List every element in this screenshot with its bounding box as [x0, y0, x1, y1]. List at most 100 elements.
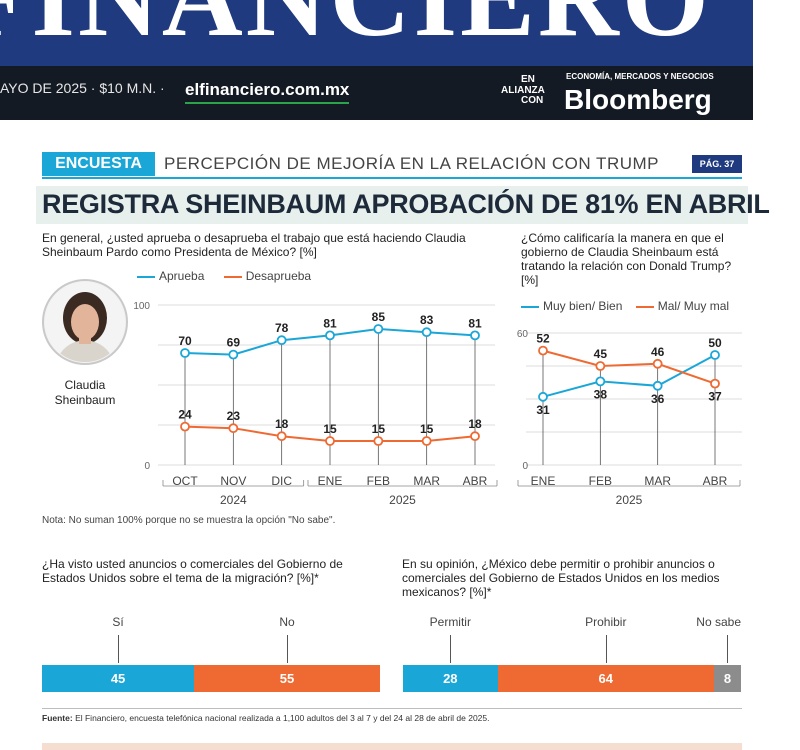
data-point [421, 327, 432, 338]
data-label: 45 [594, 347, 608, 361]
website-link[interactable]: elfinanciero.com.mx [185, 80, 350, 104]
data-point [710, 378, 720, 389]
data-point [180, 421, 190, 432]
y-tick-label: 60 [517, 329, 529, 340]
sheinbaum-portrait [42, 279, 128, 365]
data-point [652, 380, 663, 391]
data-label: 18 [275, 417, 289, 431]
alliance-word-3: CON [521, 95, 544, 106]
source-text: El Financiero, encuesta telefónica nacio… [72, 713, 490, 723]
data-point [180, 348, 190, 358]
x-tick-label: ENE [531, 474, 556, 488]
data-label: 83 [420, 313, 434, 327]
source-divider [42, 708, 742, 709]
bar-segment: 45 [42, 665, 195, 692]
x-tick-label: MAR [413, 474, 440, 488]
data-label: 85 [372, 310, 386, 324]
data-label: 52 [536, 332, 550, 346]
data-point [470, 330, 480, 341]
section-badge: ENCUESTA [42, 152, 155, 176]
x-tick-label: ABR [463, 474, 488, 488]
page-reference-badge: PÁG. 37 [692, 155, 742, 173]
bar-category-label: No sabe [696, 615, 741, 629]
masthead-banner: FINANCIERO [0, 0, 753, 66]
source-label: Fuente: [42, 713, 73, 723]
page-headline: REGISTRA SHEINBAUM APROBACIÓN DE 81% EN … [42, 189, 770, 219]
data-label: 23 [227, 409, 241, 423]
chart-note: Nota: No suman 100% porque no se muestra… [42, 515, 336, 526]
bottom-strip [42, 743, 742, 750]
alliance-label: EN ALIANZA CON [501, 74, 545, 107]
bar-segment: 28 [403, 665, 498, 692]
year-label: 2025 [389, 493, 416, 507]
data-point [325, 436, 335, 446]
data-point [373, 436, 384, 446]
data-label: 15 [372, 422, 386, 436]
data-label: 69 [227, 336, 241, 350]
portrait-caption-line-2: Sheinbaum [54, 393, 116, 407]
data-point [373, 324, 384, 334]
series-line [542, 349, 716, 385]
data-label: 15 [420, 422, 434, 436]
data-point [538, 345, 548, 356]
legend-label-bad: Mal/ Muy mal [657, 299, 730, 313]
ads-seen-question: ¿Ha visto usted anuncios o comerciales d… [42, 557, 343, 585]
data-point [421, 436, 432, 446]
data-point [228, 349, 239, 360]
bar-segment: 64 [497, 665, 714, 692]
legend-swatch-bad [635, 305, 654, 308]
data-label: 78 [275, 321, 289, 335]
data-label: 37 [708, 390, 722, 404]
year-label: 2024 [220, 493, 247, 507]
legend-swatch-disapprove [223, 275, 242, 278]
newspaper-logo: FINANCIERO [0, 0, 712, 54]
issue-date-price: AYO DE 2025 · $10 M.N. · [0, 80, 165, 96]
data-point [228, 423, 239, 434]
bar-pointer [605, 635, 607, 663]
data-label: 31 [536, 403, 550, 417]
bloomberg-logo: Bloomberg [564, 84, 712, 115]
data-point [276, 431, 287, 442]
data-label: 81 [468, 316, 482, 330]
data-label: 81 [323, 316, 337, 330]
bar-segment: 55 [194, 665, 380, 692]
legend-label-disapprove: Desaprueba [245, 269, 312, 283]
data-label: 36 [651, 392, 665, 406]
data-label: 50 [708, 336, 722, 350]
series-line [542, 354, 716, 398]
year-label: 2025 [616, 493, 643, 507]
approval-question: En general, ¿usted aprueba o desaprueba … [42, 231, 466, 259]
data-point [325, 330, 335, 341]
ads-permit-question: En su opinión, ¿México debe permitir o p… [402, 557, 720, 599]
masthead: FINANCIERO AYO DE 2025 · $10 M.N. · elfi… [0, 0, 753, 120]
ads-permit-bar-chart: Permitir 28 Prohibir 64 No sabe 8 [403, 615, 741, 695]
bar-pointer [450, 635, 452, 663]
data-point [595, 361, 606, 371]
x-tick-label: DIC [271, 474, 292, 488]
legend-swatch-approve [137, 275, 155, 278]
header-rule [42, 177, 742, 179]
x-tick-label: FEB [367, 474, 390, 488]
alliance-word-1: EN [521, 74, 535, 85]
data-label: 38 [594, 387, 608, 401]
portrait-caption-line-1: Claudia [64, 378, 106, 392]
x-tick-label: ABR [703, 474, 728, 488]
data-label: 46 [651, 345, 665, 359]
headline-band [36, 186, 748, 224]
data-point [470, 431, 480, 442]
trump-relation-line-chart: 60 0 31 38 36 50 52 45 46 37 ENE FEB MAR ABR 2025 [517, 329, 742, 507]
x-tick-label: NOV [220, 474, 246, 488]
data-point [652, 358, 663, 369]
bar-category-label: Permitir [429, 615, 471, 629]
bar-category-label: Sí [112, 615, 124, 629]
legend-swatch-good [521, 305, 539, 308]
alliance-word-2: ALIANZA [501, 84, 545, 96]
x-tick-label: MAR [644, 474, 671, 488]
trump-relation-question: ¿Cómo calificaría la manera en que el go… [521, 231, 732, 287]
bar-category-label: Prohibir [585, 615, 627, 629]
data-label: 70 [178, 334, 192, 348]
legend-label-approve: Aprueba [159, 269, 205, 283]
approval-line-chart: 100 0 70 69 78 81 85 83 81 24 23 18 15 15 15 18 OCT NOV DI… [133, 301, 498, 507]
section-topic: PERCEPCIÓN DE MEJORÍA EN LA RELACIÓN CON… [164, 154, 659, 173]
trump-relation-legend: Muy bien/ Bien Mal/ Muy mal [521, 299, 729, 313]
